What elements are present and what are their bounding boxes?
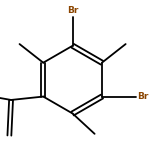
Text: Br: Br [67,6,78,15]
Text: Br: Br [138,92,149,101]
